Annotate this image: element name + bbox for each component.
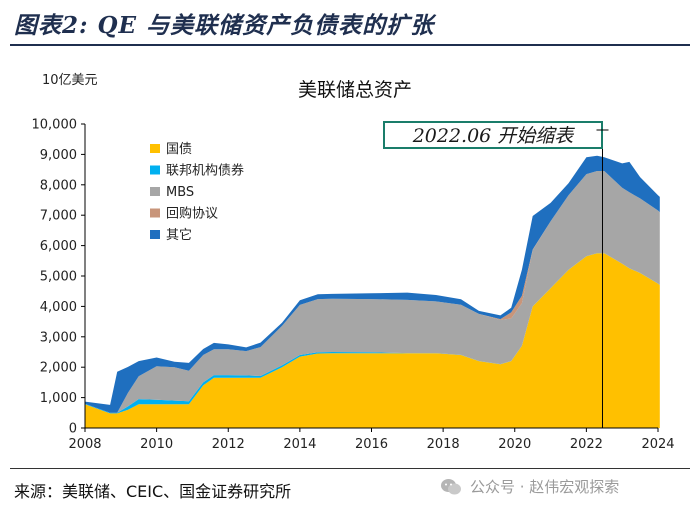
y-unit-label: 10亿美元 bbox=[42, 73, 98, 88]
x-tick-label: 2012 bbox=[212, 437, 245, 452]
x-tick-label: 2016 bbox=[355, 437, 388, 452]
legend-swatch bbox=[150, 208, 160, 218]
x-tick-label: 2020 bbox=[498, 437, 531, 452]
y-tick-label: 3,000 bbox=[40, 330, 77, 345]
y-tick-label: 9,000 bbox=[40, 148, 77, 163]
y-tick-label: 8,000 bbox=[40, 178, 77, 193]
legend-swatch bbox=[150, 230, 160, 239]
legend-swatch bbox=[150, 144, 160, 153]
chart-title: 美联储总资产 bbox=[298, 79, 412, 101]
legend-label: MBS bbox=[166, 185, 194, 200]
legend-label: 其它 bbox=[166, 227, 192, 243]
area-series-0 bbox=[85, 253, 660, 428]
annotation-box bbox=[383, 121, 603, 149]
y-tick-label: 2,000 bbox=[40, 361, 77, 376]
x-tick-label: 2024 bbox=[641, 437, 674, 452]
x-axis-ticks: 2008 2010 2012 2014 2016 2018 2020 2022 2024 bbox=[68, 428, 675, 452]
watermark-text: 公众号 · 赵伟宏观探索 bbox=[470, 478, 620, 496]
header-rule bbox=[10, 44, 690, 46]
chart: 0 1,000 2,000 3,000 4,000 5,000 6,000 7,000 8,00… bbox=[32, 73, 675, 452]
source-note: 来源：美联储、CEIC、国金证券研究所 bbox=[14, 482, 292, 501]
legend-swatch bbox=[150, 165, 160, 175]
y-tick-label: 0 bbox=[69, 422, 77, 437]
wechat-icon bbox=[441, 478, 461, 494]
area-series-2 bbox=[85, 171, 660, 413]
x-tick-label: 2014 bbox=[283, 437, 316, 452]
legend-label: 联邦机构债券 bbox=[166, 163, 244, 179]
figure-title: 图表2: QE 与美联储资产负债表的扩张 bbox=[14, 12, 435, 39]
y-tick-label: 1,000 bbox=[40, 391, 77, 406]
annotation-text: 2022.06 开始缩表 bbox=[412, 125, 576, 147]
area-series-4 bbox=[85, 155, 660, 413]
y-tick-label: 6,000 bbox=[40, 239, 77, 254]
footer-rule bbox=[10, 468, 690, 469]
legend-label: 国债 bbox=[166, 142, 192, 157]
y-tick-label: 4,000 bbox=[40, 300, 77, 315]
x-tick-label: 2022 bbox=[570, 437, 603, 452]
y-tick-label: 7,000 bbox=[40, 209, 77, 224]
legend-label: 回购协议 bbox=[166, 206, 218, 222]
plot-area bbox=[85, 155, 660, 428]
x-tick-label: 2008 bbox=[68, 437, 101, 452]
y-tick-label: 10,000 bbox=[32, 118, 78, 133]
x-tick-label: 2018 bbox=[427, 437, 460, 452]
annotation: 2022.06 开始缩表 bbox=[383, 121, 603, 149]
x-tick-label: 2010 bbox=[140, 437, 173, 452]
legend-swatch bbox=[150, 187, 160, 196]
y-tick-label: 5,000 bbox=[40, 270, 77, 285]
header: 图表2: QE 与美联储资产负债表的扩张 bbox=[0, 0, 700, 46]
watermark: 公众号 · 赵伟宏观探索 bbox=[440, 476, 619, 497]
y-axis-ticks: 0 1,000 2,000 3,000 4,000 5,000 6,000 7,000 8,00… bbox=[32, 118, 85, 437]
